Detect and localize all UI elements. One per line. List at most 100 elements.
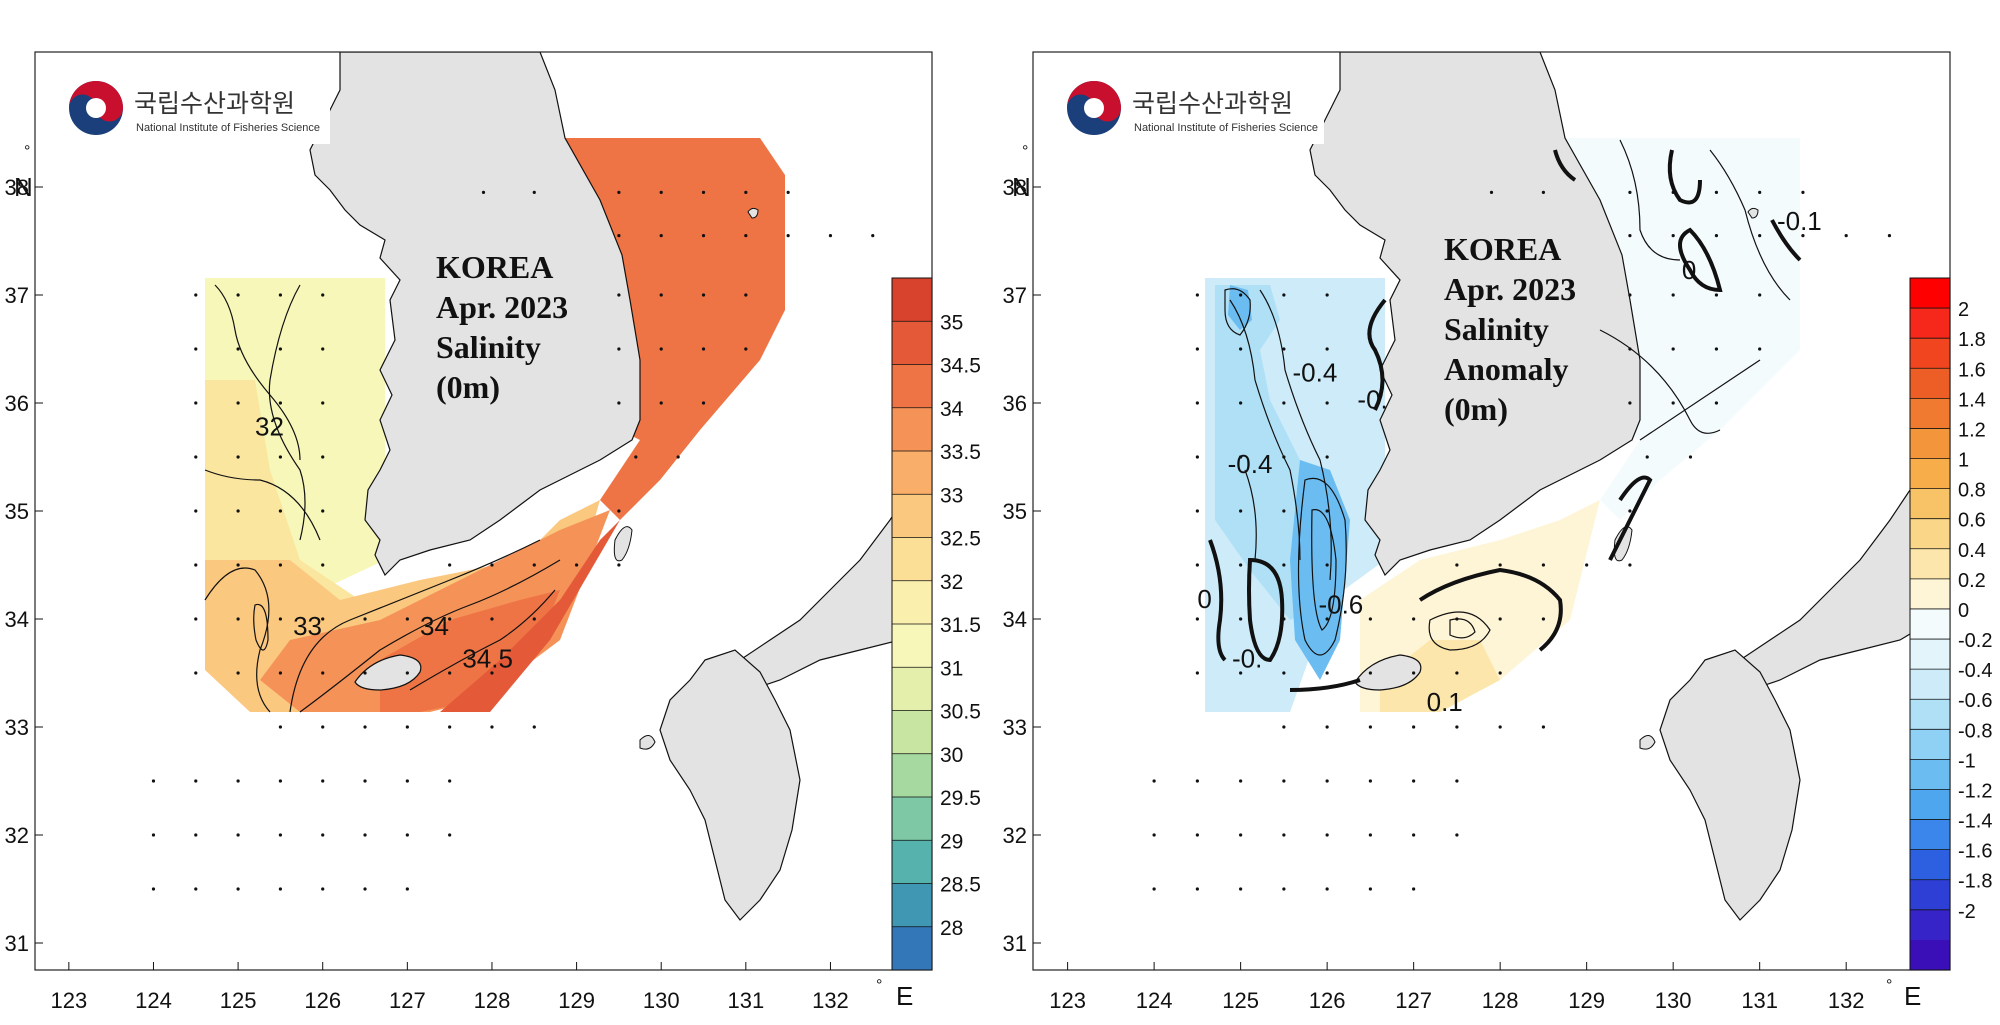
- x-tick-label: 130: [1655, 988, 1692, 1013]
- station-dot: [1541, 190, 1546, 194]
- station-dot: [321, 887, 325, 891]
- station-dot: [194, 401, 198, 405]
- colorbar-segment: [1910, 759, 1950, 790]
- colorbar-segment: [1910, 789, 1950, 821]
- contour-label: 33: [293, 611, 322, 641]
- contour-label: 34.5: [462, 644, 513, 674]
- station-dot: [1412, 671, 1416, 675]
- colorbar: 2 1.8 1.6 1.4 1.2 1 0.8 0.6 0.4 0.2 0 -0.2 -0.4 -0.6 -…: [1909, 277, 1992, 971]
- colorbar-label: 28.5: [940, 874, 981, 897]
- x-tick-label: 124: [1136, 988, 1173, 1013]
- station-dot: [278, 671, 283, 675]
- contour-zero-eastsea1: [1553, 149, 1577, 182]
- logo-english-name: National Institute of Fisheries Science: [136, 122, 320, 134]
- contour-zero-east: [1608, 475, 1653, 561]
- station-dot: [1628, 234, 1632, 238]
- land-masses: [309, 52, 932, 921]
- station-dot: [1325, 455, 1329, 459]
- station-dot: [1195, 671, 1199, 675]
- contour-label: 0: [1197, 584, 1211, 614]
- station-dot: [363, 887, 367, 891]
- jeju-island: [1354, 654, 1422, 691]
- contour-34: [299, 559, 561, 713]
- station-dot: [1455, 671, 1459, 675]
- station-dot: [1239, 887, 1243, 891]
- colorbar-segment: [1910, 939, 1950, 971]
- station-dot: [617, 401, 621, 405]
- station-dot: [194, 509, 198, 513]
- y-tick-label: 31: [5, 931, 29, 956]
- station-dot: [236, 779, 240, 783]
- station-dot: [1498, 725, 1502, 729]
- y-tick-label: 34: [1003, 607, 1027, 632]
- contour-label: -0.1: [1777, 206, 1822, 236]
- colorbar-label: 32.5: [940, 528, 981, 551]
- contour-label: -0.4: [1293, 357, 1338, 387]
- station-dot: [532, 190, 536, 194]
- station-dot: [1325, 671, 1329, 675]
- station-dot: [405, 671, 409, 675]
- jeju-island: [354, 654, 422, 691]
- contour-zero-eastsea3: [1678, 227, 1723, 293]
- station-dot: [1714, 401, 1719, 405]
- colorbar-segment: [1910, 909, 1950, 941]
- map-title-line: Salinity: [436, 329, 541, 365]
- station-dot: [659, 401, 663, 405]
- anomaly-panel: 2 1.8 1.6 1.4 1.2 1 0.8 0.6 0.4 0.2 0 -0.2 -0.4 -0.6-…: [1000, 0, 2000, 1020]
- station-dot: [363, 671, 367, 675]
- x-tick-label: 132: [812, 988, 849, 1013]
- station-dot: [744, 293, 748, 297]
- colorbar-label: 34.5: [940, 355, 981, 378]
- station-dot: [1152, 779, 1156, 783]
- colorbar-label: 2: [1958, 299, 1969, 321]
- colorbar-label: 30: [940, 744, 963, 767]
- colorbar-label: 30.5: [940, 701, 981, 724]
- institute-logo: 국립수산과학원 National Institute of Fisheries …: [58, 70, 330, 144]
- goto-islands: [1639, 735, 1656, 750]
- contour-south-closed: [1428, 611, 1491, 651]
- colorbar-segment: [892, 407, 932, 452]
- anomaly-map: 21.81.61.41.210.80.60.40.20-0.2-0.4-0.6-…: [1003, 51, 1992, 1013]
- colorbar-segment: [892, 840, 932, 884]
- station-dot: [1239, 617, 1243, 621]
- colorbar-segment: [892, 753, 932, 798]
- x-tick-label: 127: [1395, 988, 1432, 1013]
- station-dot: [151, 887, 156, 891]
- station-dot: [1282, 401, 1286, 405]
- station-dot: [194, 671, 198, 675]
- colorbar-label: 34: [940, 398, 964, 421]
- contour-labels: 32 33 34 34.5: [255, 411, 513, 674]
- station-dot: [363, 725, 367, 729]
- station-dot: [1195, 779, 1199, 783]
- station-dot: [659, 293, 663, 297]
- station-dot: [1489, 190, 1494, 194]
- station-dot: [1195, 401, 1199, 405]
- ulleung-island: [747, 207, 759, 219]
- colorbar-segment: [892, 926, 932, 971]
- station-dot: [490, 725, 494, 729]
- station-dot: [321, 725, 325, 729]
- y-tick-label: 35: [5, 499, 29, 524]
- station-dot: [1239, 509, 1243, 513]
- station-dot: [1368, 887, 1372, 891]
- station-dot: [1688, 455, 1693, 459]
- colorbar-label: -0.2: [1958, 630, 1992, 652]
- station-dot: [1455, 779, 1459, 783]
- colorbar-label: 1.2: [1958, 419, 1986, 441]
- y-tick-label: 34: [5, 607, 29, 632]
- station-dot: [321, 509, 325, 513]
- station-dot: [574, 563, 579, 567]
- colorbar-segment: [892, 883, 932, 928]
- station-dot: [448, 671, 452, 675]
- station-dot: [236, 347, 240, 351]
- contour-labels: -0.1 0 -0.4 -0. -0.4 0 -0.6 -0. 0.1: [1197, 206, 1822, 717]
- station-dot: [1671, 190, 1675, 194]
- station-dot: [676, 455, 680, 459]
- station-dot: [278, 455, 283, 459]
- station-dot: [1239, 671, 1243, 675]
- colorbar-label: 31.5: [940, 614, 981, 637]
- colorbar-label: 0.8: [1958, 480, 1986, 502]
- colorbar-segment: [892, 797, 932, 841]
- station-dot: [1585, 563, 1589, 567]
- map-title-line: Apr. 2023: [436, 289, 568, 325]
